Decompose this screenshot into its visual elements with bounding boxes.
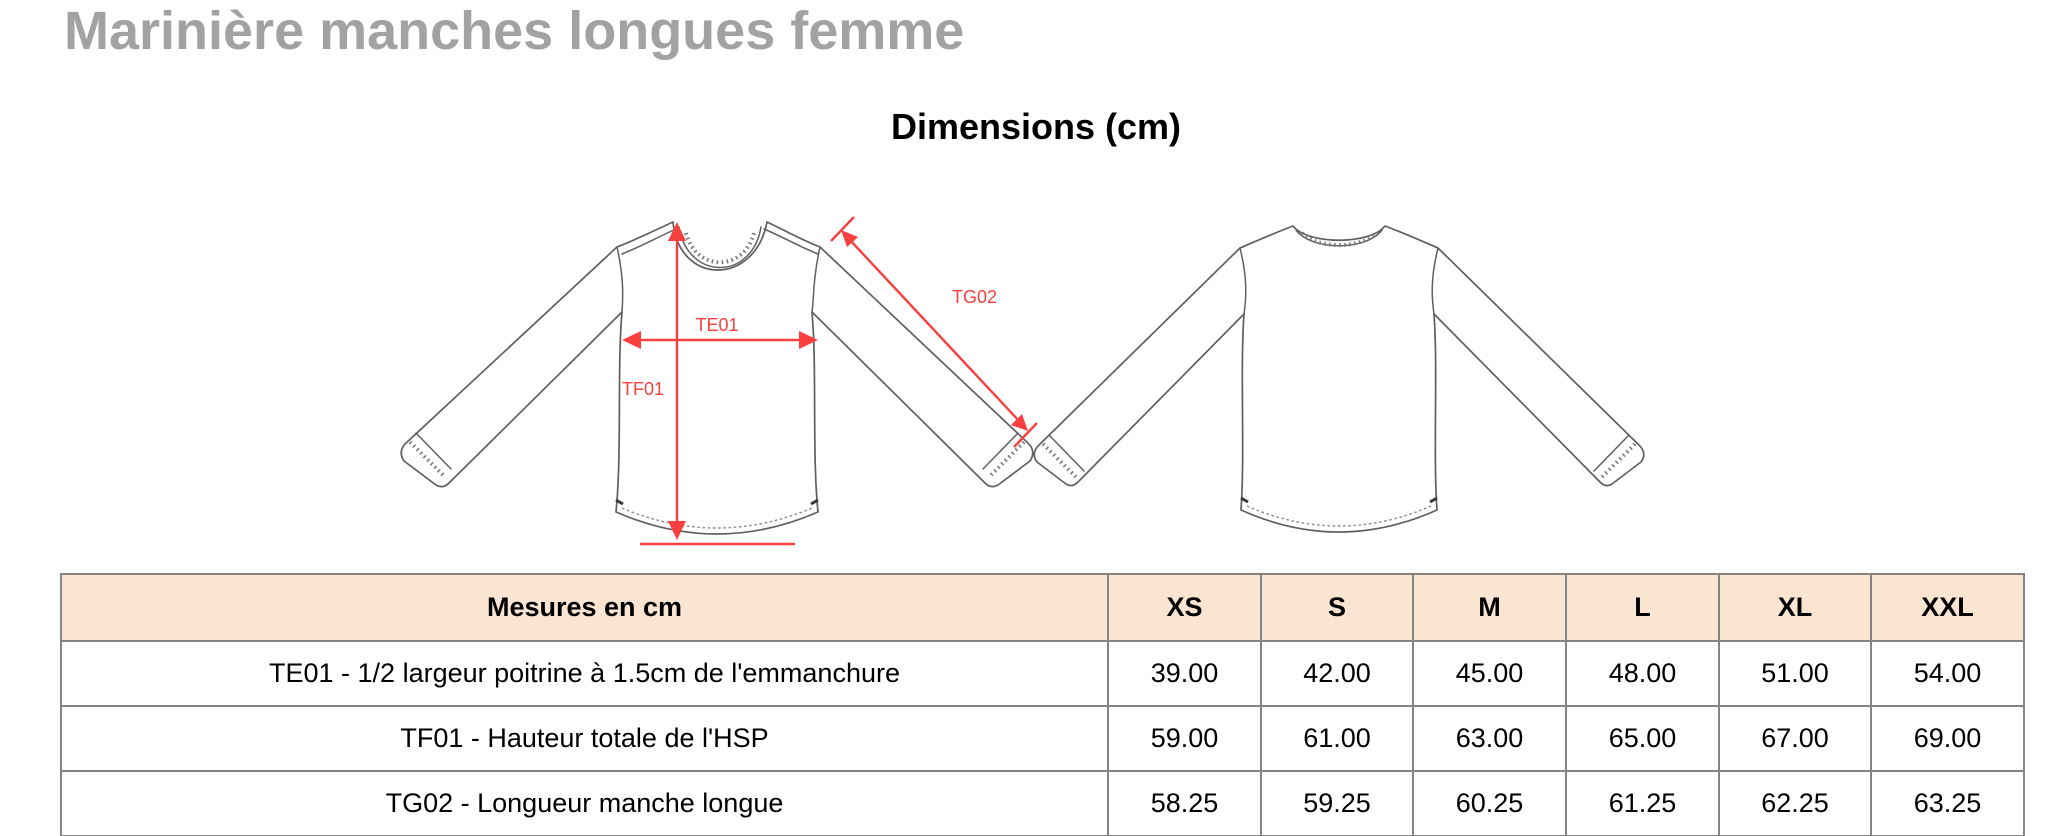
measurement-value-cell: 51.00: [1718, 640, 1872, 707]
column-header-size-xxl: XXL: [1870, 573, 2025, 642]
front-view-drawing: [400, 221, 1034, 535]
measure-tg02-arrow: TG02: [830, 216, 1038, 448]
page-title: Marinière manches longues femme: [64, 1, 965, 61]
measure-tf01-arrow: TF01: [622, 222, 795, 546]
dimensions-heading: Dimensions (cm): [890, 106, 1182, 147]
column-header-size-l: L: [1565, 573, 1720, 642]
measure-tg02-label: TG02: [952, 287, 997, 307]
measurement-label-cell: TF01 - Hauteur totale de l'HSP: [60, 705, 1109, 772]
measurement-value-cell: 69.00: [1870, 705, 2025, 772]
measurement-value-cell: 65.00: [1565, 705, 1720, 772]
column-header-size-xs: XS: [1107, 573, 1262, 642]
measure-te01-arrow: TE01: [622, 315, 818, 349]
back-right-armhole-seam: [1431, 247, 1439, 315]
measurement-value-cell: 61.25: [1565, 770, 1720, 836]
back-hem-right-notch: [1429, 496, 1438, 504]
column-header-size-xl: XL: [1718, 573, 1872, 642]
measurement-value-cell: 58.25: [1107, 770, 1262, 836]
measurement-value-cell: 48.00: [1565, 640, 1720, 707]
front-left-armhole-seam: [616, 246, 624, 313]
column-header-measure: Mesures en cm: [60, 573, 1109, 642]
measurement-value-cell: 60.25: [1412, 770, 1567, 836]
measurement-value-cell: 62.25: [1718, 770, 1872, 836]
measurement-value-cell: 67.00: [1718, 705, 1872, 772]
back-view-drawing: [1033, 225, 1645, 533]
front-hem-right-notch: [810, 498, 819, 506]
measurement-value-cell: 59.00: [1107, 705, 1262, 772]
table-row: TF01 - Hauteur totale de l'HSP 59.00 61.00…: [60, 705, 2025, 772]
front-left-cuff-band: [415, 432, 452, 470]
measurement-value-cell: 63.00: [1412, 705, 1567, 772]
table-row: TE01 - 1/2 largeur poitrine à 1.5cm de l…: [60, 640, 2025, 707]
measurement-value-cell: 42.00: [1260, 640, 1414, 707]
measurement-value-cell: 45.00: [1412, 640, 1567, 707]
column-header-size-s: S: [1260, 573, 1414, 642]
back-hem-left-notch: [1240, 496, 1249, 504]
front-right-cuff-ribbing: [987, 440, 1026, 479]
column-header-size-m: M: [1412, 573, 1567, 642]
front-right-shoulder-tape: [763, 228, 819, 255]
front-left-cuff-ribbing: [408, 440, 447, 479]
table-row: TG02 - Longueur manche longue 58.25 59.25 6…: [60, 770, 2025, 836]
measurement-value-cell: 59.25: [1260, 770, 1414, 836]
measurement-value-cell: 63.25: [1870, 770, 2025, 836]
front-collar-ribbing: [684, 232, 756, 265]
measurement-label-cell: TG02 - Longueur manche longue: [60, 770, 1109, 836]
front-right-cuff-band: [982, 432, 1019, 470]
measurement-value-cell: 61.00: [1260, 705, 1414, 772]
measure-te01-label: TE01: [695, 315, 738, 335]
front-right-armhole-seam: [811, 246, 821, 313]
measurement-value-cell: 39.00: [1107, 640, 1262, 707]
back-collar-inner-line: [1295, 229, 1383, 247]
front-hem-left-notch: [615, 498, 624, 506]
measurement-label-cell: TE01 - 1/2 largeur poitrine à 1.5cm de l…: [60, 640, 1109, 707]
measurements-table: Mesures en cm XS S M L XL XXL TE01 - 1/2 large…: [60, 573, 2025, 836]
measurement-value-cell: 54.00: [1870, 640, 2025, 707]
back-left-armhole-seam: [1239, 247, 1247, 315]
back-shirt-outline: [1033, 225, 1645, 533]
measure-tf01-label: TF01: [622, 379, 664, 399]
front-left-shoulder-tape: [621, 228, 677, 255]
table-body: TE01 - 1/2 largeur poitrine à 1.5cm de l…: [60, 640, 2025, 836]
back-hem-stitching: [1246, 505, 1432, 527]
front-collar-inner-line: [678, 226, 762, 269]
back-left-cuff-band: [1048, 434, 1085, 472]
table-header-row: Mesures en cm XS S M L XL XXL: [60, 573, 2025, 642]
back-right-cuff-band: [1593, 434, 1630, 472]
front-shirt-outline: [400, 221, 1034, 535]
back-left-cuff-ribbing: [1041, 442, 1080, 481]
table-header: Mesures en cm XS S M L XL XXL: [60, 573, 2025, 642]
back-right-cuff-ribbing: [1598, 442, 1637, 481]
